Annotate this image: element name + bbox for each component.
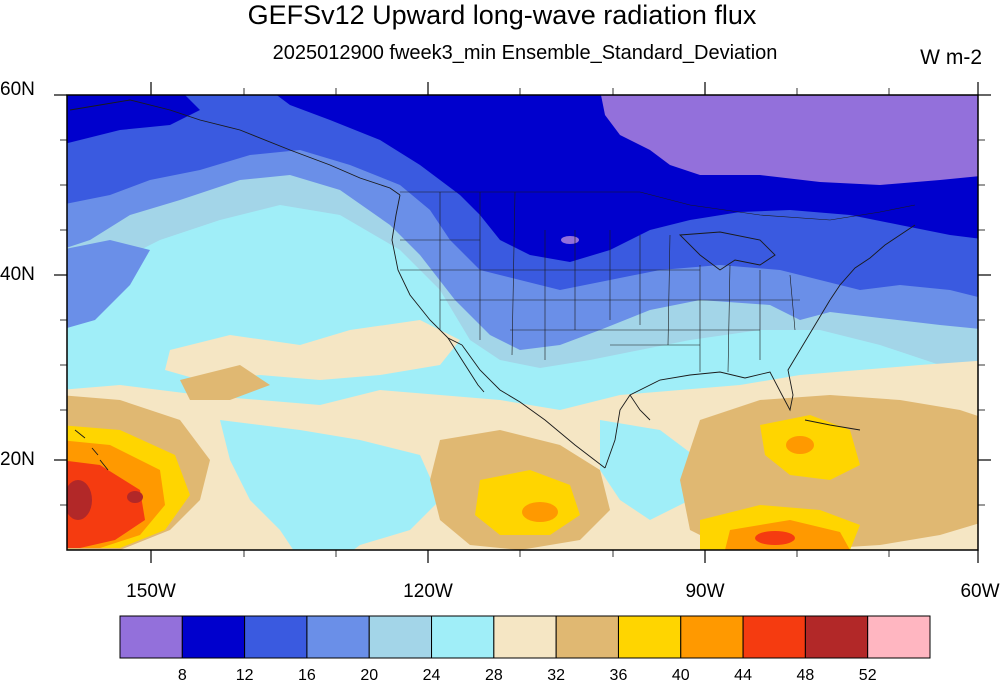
colorbar-label: 44 — [734, 667, 752, 684]
colorbar-swatch — [680, 615, 744, 659]
colorbar-swatch — [431, 615, 495, 659]
colorbar-label: 32 — [547, 667, 566, 684]
map-subtitle: 2025012900 fweek3_min Ensemble_Standard_… — [272, 42, 778, 64]
map-title: GEFSv12 Upward long-wave radiation flux — [247, 0, 757, 30]
colorbar-swatch — [119, 615, 183, 659]
colorbar-label: 16 — [298, 667, 316, 684]
colorbar-swatch — [181, 615, 246, 659]
colorbar-swatch — [244, 615, 308, 659]
contour-field — [67, 95, 978, 550]
field-44-48-spot — [522, 502, 558, 522]
field-52-west — [67, 480, 92, 520]
coastlines — [69, 99, 916, 471]
field-32-36-patch — [165, 320, 460, 380]
colorbar-swatch — [804, 615, 869, 659]
colorbar-swatch — [306, 615, 370, 659]
state-boundaries — [400, 191, 916, 373]
colorbar-label: 20 — [360, 667, 379, 684]
lon-label-120w: 120W — [403, 581, 453, 602]
lat-label-40n: 40N — [0, 264, 35, 285]
field-36-40-patch — [180, 365, 270, 400]
colorbar-label: 52 — [858, 667, 877, 684]
plot-border — [66, 94, 979, 551]
colorbar-swatch — [742, 615, 806, 659]
field-8-12-spot — [561, 236, 579, 244]
field-28-32-ribbon2 — [600, 420, 700, 520]
lat-label-60n: 60N — [0, 79, 35, 100]
field-12-16-west — [67, 95, 200, 144]
lon-label-150w: 150W — [126, 581, 176, 602]
field-20-24-west — [67, 240, 150, 328]
field-8-12 — [601, 95, 978, 185]
axis-ticks — [54, 82, 991, 563]
colorbar-swatch — [867, 615, 931, 659]
colorbar-swatch — [617, 615, 682, 659]
lat-label-20n: 20N — [0, 449, 35, 470]
colorbar-label: 8 — [177, 667, 187, 684]
colorbar — [119, 615, 931, 659]
colorbar-label: 40 — [671, 667, 690, 684]
field-44-48-spot2 — [786, 436, 814, 454]
field-28-32-ribbon — [220, 420, 440, 550]
colorbar-swatch — [493, 615, 557, 659]
colorbar-swatch — [368, 615, 433, 659]
field-52-west2 — [127, 491, 143, 503]
field-48-52-se — [755, 531, 795, 545]
field-48-52-west — [67, 460, 145, 548]
colorbar-label: 48 — [796, 667, 815, 684]
minor-ticks — [60, 88, 985, 557]
lon-label-60w: 60W — [960, 581, 1000, 602]
lon-label-90w: 90W — [685, 581, 725, 602]
colorbar-swatch — [555, 615, 619, 659]
colorbar-label: 24 — [422, 667, 441, 684]
colorbar-label: 28 — [484, 667, 503, 684]
field-40-44-central — [475, 470, 580, 535]
colorbar-label: 36 — [609, 667, 628, 684]
units-label: W m-2 — [920, 46, 982, 69]
colorbar-label: 12 — [235, 667, 254, 684]
